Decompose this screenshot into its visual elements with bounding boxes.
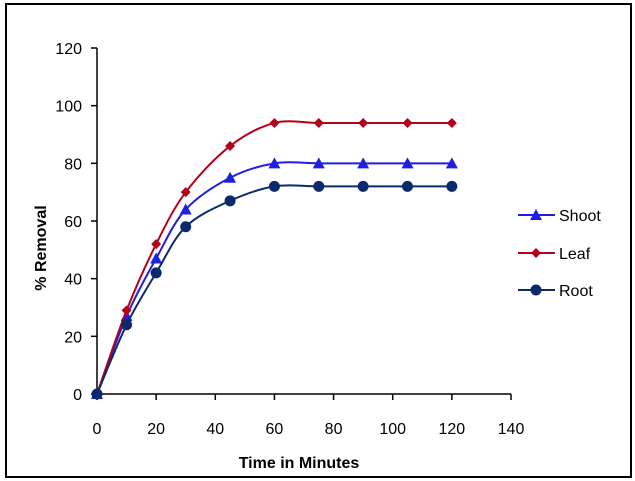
data-point-shoot — [268, 157, 281, 169]
y-tick-label: 20 — [64, 329, 82, 346]
data-point-root — [268, 180, 280, 192]
data-point-root — [402, 180, 413, 192]
x-tick-label: 120 — [439, 421, 466, 438]
data-point-leaf — [180, 187, 191, 198]
data-point-leaf — [121, 305, 132, 316]
y-axis-title: % Removal — [33, 205, 50, 290]
x-tick-label: 60 — [266, 421, 284, 438]
data-point-shoot — [312, 157, 325, 169]
x-tick-label: 40 — [206, 421, 224, 438]
data-point-shoot — [357, 157, 370, 169]
series-leaf — [92, 117, 457, 399]
data-point-leaf — [402, 117, 413, 128]
data-point-leaf — [269, 117, 280, 128]
legend: Shoot Leaf Root — [518, 208, 601, 300]
data-point-root — [150, 267, 162, 279]
legend-marker-leaf — [531, 248, 541, 258]
y-tick-label: 120 — [55, 41, 82, 58]
legend-marker-shoot — [530, 209, 542, 220]
data-point-shoot — [401, 157, 414, 169]
x-tick-label: 20 — [147, 421, 165, 438]
data-point-root — [313, 180, 325, 192]
data-point-shoot — [224, 171, 237, 183]
data-point-leaf — [225, 141, 236, 152]
data-point-shoot — [179, 203, 192, 215]
series-line-leaf — [96, 120, 452, 395]
y-tick-label: 40 — [64, 272, 82, 289]
data-point-leaf — [313, 117, 324, 128]
series-root — [91, 180, 458, 400]
y-tick-label: 0 — [73, 387, 82, 404]
data-point-root — [180, 221, 192, 233]
legend-item-root: Root — [518, 283, 593, 300]
legend-item-shoot: Shoot — [518, 208, 601, 225]
data-point-leaf — [151, 239, 162, 250]
x-tick-label: 0 — [93, 421, 102, 438]
series-line-root — [96, 184, 452, 395]
y-tick-label: 100 — [55, 99, 82, 116]
legend-item-leaf: Leaf — [518, 246, 591, 263]
data-point-shoot — [445, 157, 458, 169]
data-point-root — [121, 319, 133, 331]
data-point-shoot — [150, 252, 163, 264]
data-point-leaf — [446, 117, 457, 128]
axes-layer: 0 20 40 60 80 100 120 0 20 40 60 80 100 120 140 — [55, 41, 524, 438]
series-line-shoot — [96, 161, 452, 395]
x-tick-label: 100 — [379, 421, 406, 438]
data-point-root — [446, 180, 458, 192]
x-tick-label: 140 — [498, 421, 525, 438]
legend-label-root: Root — [559, 283, 593, 300]
data-point-root — [357, 180, 369, 192]
x-tick-label: 80 — [325, 421, 343, 438]
y-tick-label: 60 — [64, 214, 82, 231]
legend-label-leaf: Leaf — [559, 246, 591, 263]
data-point-leaf — [358, 117, 369, 128]
legend-marker-root — [530, 284, 542, 296]
series-layer — [91, 117, 458, 400]
x-axis-title: Time in Minutes — [239, 455, 360, 472]
data-point-root — [91, 388, 103, 400]
y-tick-label: 80 — [64, 156, 82, 173]
data-point-root — [224, 195, 236, 207]
chart-border — [5, 3, 632, 478]
series-shoot — [91, 157, 458, 399]
legend-label-shoot: Shoot — [559, 208, 601, 225]
